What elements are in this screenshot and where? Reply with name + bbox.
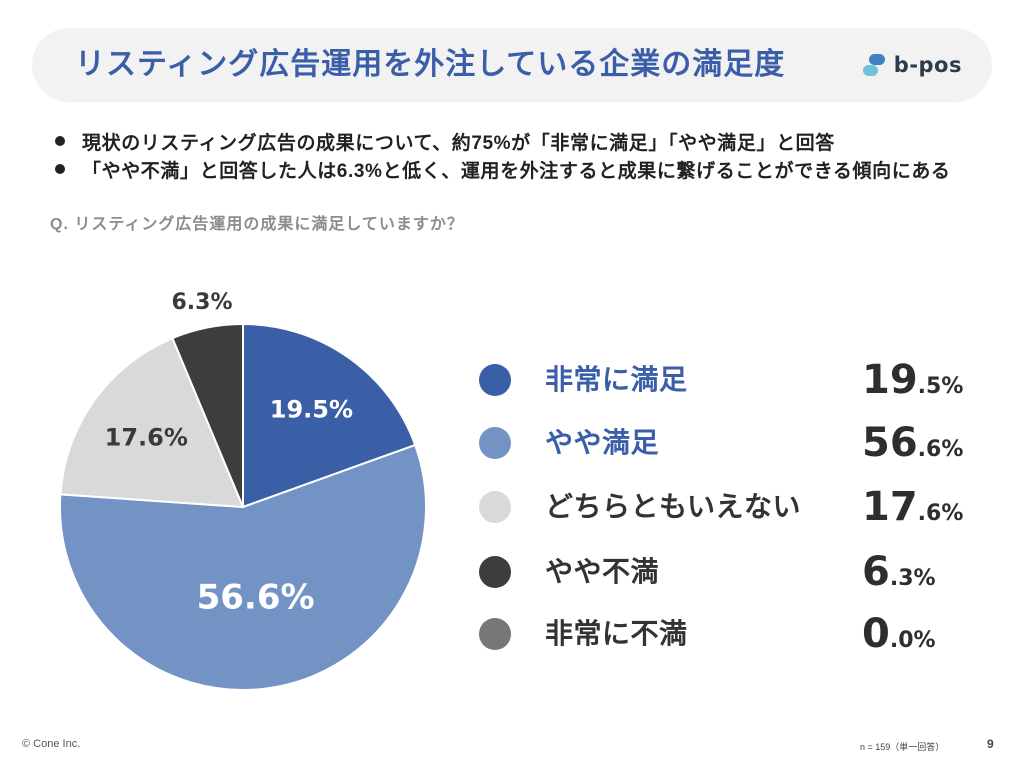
legend-value-main: 56 — [862, 420, 918, 466]
legend-label: 非常に満足 — [545, 364, 688, 395]
legend-item-somewhat-satisfied: やや満足 56.6% — [479, 418, 999, 468]
pie-slice-somewhat-satisfied — [59, 444, 427, 691]
legend-value-main: 17 — [862, 484, 918, 530]
b-pos-logo-icon — [862, 54, 885, 76]
legend-swatch — [479, 427, 511, 459]
pie-slice-neutral — [59, 337, 244, 508]
legend-value-decimal: .5% — [917, 374, 964, 399]
legend-value-main: 0 — [862, 611, 890, 657]
legend-value: 19.5% — [862, 355, 963, 413]
legend-label: 非常に不満 — [545, 618, 688, 649]
legend-value-decimal: .0% — [889, 628, 936, 653]
legend-swatch — [479, 364, 511, 396]
legend-label: やや満足 — [545, 427, 660, 458]
pie-label-neutral: 17.6% — [105, 424, 188, 452]
legend-item-neutral: どちらともいえない 17.6% — [479, 482, 999, 532]
bullet-dot-icon — [55, 164, 65, 174]
pie-chart: 19.5% 56.6% 17.6% 6.3% — [59, 290, 427, 691]
legend-label: どちらともいえない — [545, 491, 801, 522]
bullet-text: 「やや不満」と回答した人は6.3%と低く、運用を外注すると成果に繋げることができ… — [82, 160, 951, 182]
pie-slice-very-satisfied — [242, 323, 417, 508]
legend-value: 0.0% — [862, 609, 936, 667]
legend-swatch — [479, 618, 511, 650]
legend-swatch — [479, 491, 511, 523]
sample-note: n = 159（単一回答） — [860, 742, 945, 752]
copyright: © Cone Inc. — [22, 738, 81, 750]
question-text: Q. リスティング広告運用の成果に満足していますか？ — [50, 216, 464, 233]
legend-label: やや不満 — [545, 556, 660, 587]
legend-swatch — [479, 556, 511, 588]
pie-labels: 19.5% 56.6% 17.6% 6.3% — [105, 290, 353, 618]
pie-slice-somewhat-dissatisfied — [171, 323, 244, 508]
brand-name: b-pos — [893, 53, 962, 77]
page-number: 9 — [987, 737, 994, 751]
pie-slices — [59, 323, 427, 691]
bullet-item: 「やや不満」と回答した人は6.3%と低く、運用を外注すると成果に繋げることができ… — [55, 155, 951, 183]
pie-label-very-satisfied: 19.5% — [270, 396, 353, 424]
bullet-text: 現状のリスティング広告の成果について、約75%が「非常に満足」「やや満足」と回答 — [82, 132, 835, 154]
legend-value-decimal: .6% — [917, 437, 964, 462]
brand-logo: b-pos — [862, 28, 962, 102]
legend-item-very-satisfied: 非常に満足 19.5% — [479, 355, 999, 405]
legend-value: 6.3% — [862, 547, 936, 605]
summary-bullets: 現状のリスティング広告の成果について、約75%が「非常に満足」「やや満足」と回答… — [55, 127, 951, 183]
legend-value-decimal: .6% — [917, 501, 964, 526]
pie-label-somewhat-dissatisfied: 6.3% — [171, 290, 232, 315]
legend-item-very-dissatisfied: 非常に不満 0.0% — [479, 609, 999, 659]
legend-value-decimal: .3% — [889, 566, 936, 591]
legend-item-somewhat-dissatisfied: やや不満 6.3% — [479, 547, 999, 597]
title-bar: リスティング広告運用を外注している企業の満足度 b-pos — [32, 28, 992, 102]
legend-value-main: 6 — [862, 549, 890, 595]
pie-label-somewhat-satisfied: 56.6% — [197, 578, 315, 618]
bullet-item: 現状のリスティング広告の成果について、約75%が「非常に満足」「やや満足」と回答 — [55, 127, 951, 155]
page-title: リスティング広告運用を外注している企業の満足度 — [75, 48, 786, 81]
legend-value: 56.6% — [862, 418, 963, 476]
legend-value-main: 19 — [862, 357, 918, 403]
bullet-dot-icon — [55, 136, 65, 146]
legend-value: 17.6% — [862, 482, 963, 540]
